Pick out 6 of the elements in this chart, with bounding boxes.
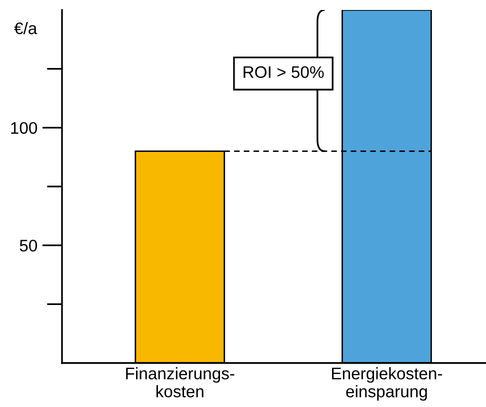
x-tick-label: Finanzierungs- kosten (126, 367, 234, 398)
y-tick-label: 50 (20, 240, 38, 252)
y-axis-title: €/a (14, 22, 38, 34)
x-tick-label: Energiekosten- einsparung (332, 367, 442, 401)
y-tick-label: 100 (11, 122, 38, 134)
annotation: ROI > 50% (244, 66, 324, 78)
